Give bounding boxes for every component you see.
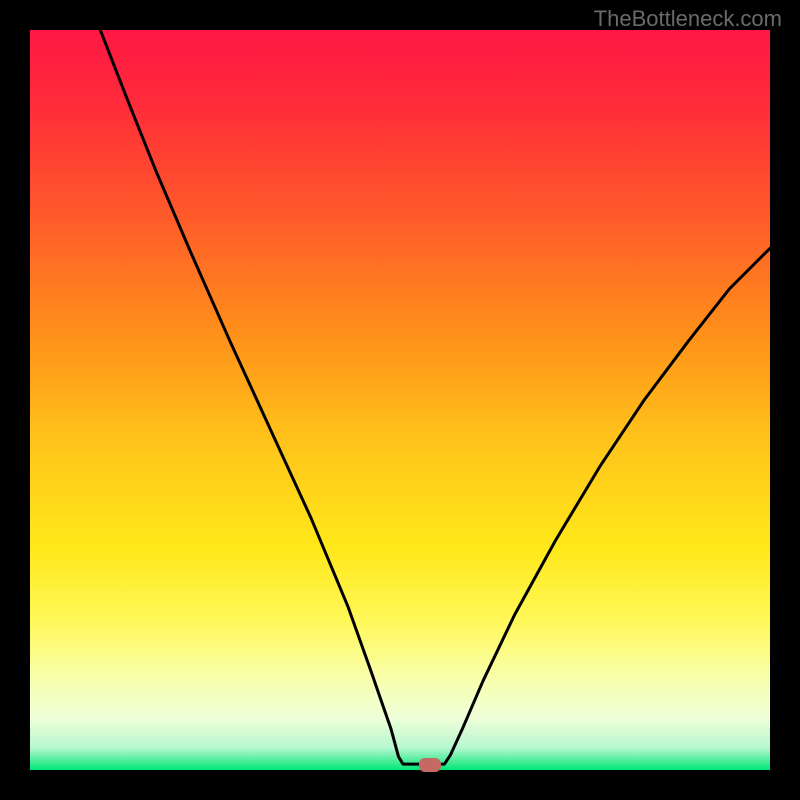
curve-overlay (0, 0, 800, 800)
watermark-text: TheBottleneck.com (594, 6, 782, 32)
optimum-marker (419, 758, 441, 772)
bottleneck-curve (100, 30, 770, 764)
